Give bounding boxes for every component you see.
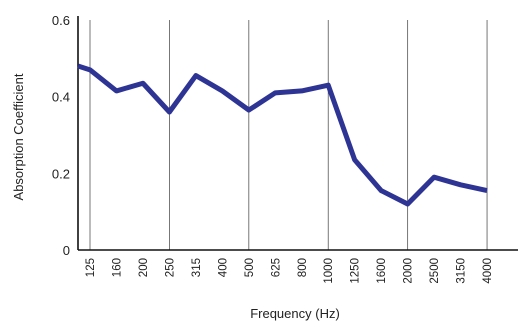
x-tick-label: 1000 xyxy=(323,258,335,284)
x-tick-label: 1600 xyxy=(376,258,388,284)
y-tick-label: 0.6 xyxy=(52,13,70,28)
y-tick-label: 0 xyxy=(63,243,70,258)
x-tick-label: 400 xyxy=(217,258,229,277)
data-series xyxy=(77,63,488,207)
x-tick-label: 2500 xyxy=(429,258,441,284)
x-tick-label: 125 xyxy=(85,258,97,277)
x-tick-label: 250 xyxy=(164,258,176,277)
series-line xyxy=(77,63,488,207)
x-tick-label: 2000 xyxy=(403,258,415,284)
grid-lines xyxy=(89,20,488,250)
y-tick-label: 0.4 xyxy=(52,90,70,105)
x-tick-label: 4000 xyxy=(482,258,494,284)
x-tick-label: 800 xyxy=(297,258,309,277)
y-tick-label: 0.2 xyxy=(52,166,70,181)
x-tick-label: 160 xyxy=(111,258,123,277)
x-tick-label: 315 xyxy=(191,258,203,277)
x-tick-label: 3150 xyxy=(456,258,468,284)
x-tick-label: 625 xyxy=(270,258,282,277)
x-tick-label: 200 xyxy=(138,258,150,277)
x-axis-title: Frequency (Hz) xyxy=(250,306,340,321)
y-axis-title: Absorption Coefficient xyxy=(11,73,26,200)
x-tick-label: 500 xyxy=(244,258,256,277)
x-axis: 125 160 200 250 315 400 500 625 800 1000 1250 1600 2… xyxy=(78,249,518,284)
y-axis: 0 0.2 0.4 0.6 xyxy=(52,13,79,258)
x-tick-label: 1250 xyxy=(350,258,362,284)
